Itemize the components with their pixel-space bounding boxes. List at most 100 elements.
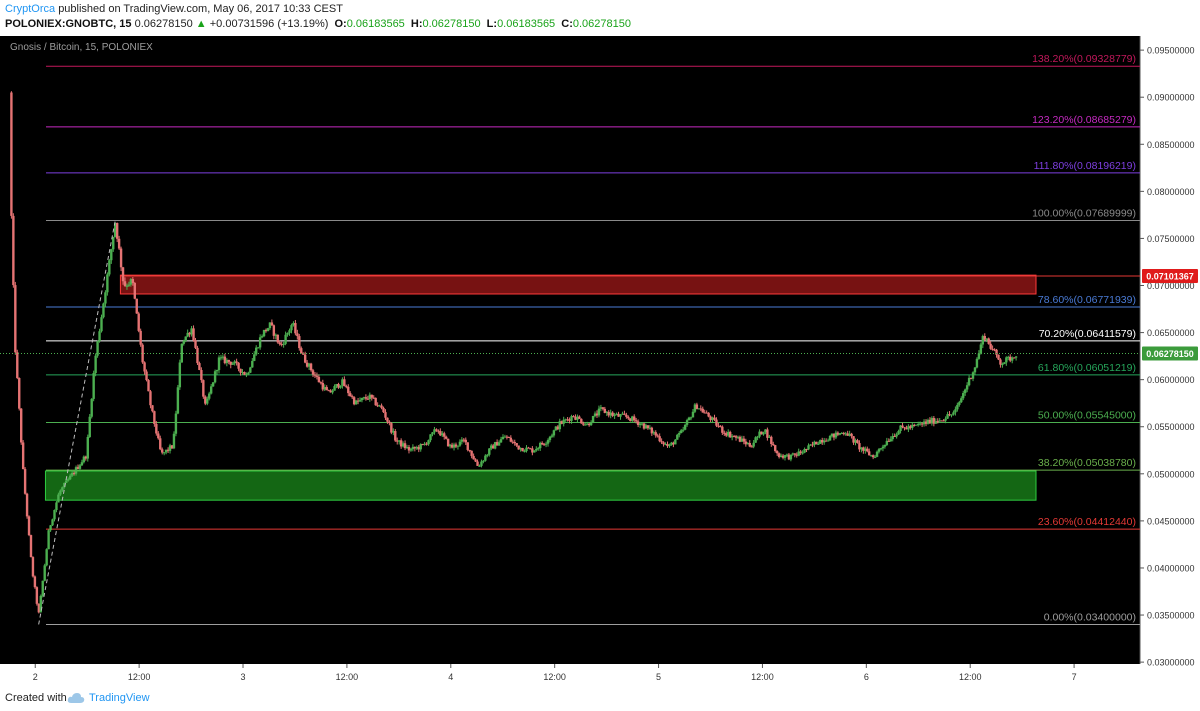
candle-body	[431, 432, 434, 435]
candle-body	[425, 443, 428, 445]
candle-body	[415, 447, 419, 449]
tradingview-brand[interactable]: TradingView	[89, 692, 150, 704]
fib-label: 138.20%(0.09328779)	[1032, 53, 1136, 65]
candle-body	[948, 414, 951, 416]
candle-body	[783, 455, 787, 458]
publish-info: CryptOrca published on TradingView.com, …	[5, 3, 343, 15]
candle-body	[550, 435, 554, 437]
candle-body	[476, 461, 479, 466]
last-price-badge	[1142, 346, 1198, 361]
candle-body	[648, 427, 652, 429]
author-link[interactable]: CryptOrca	[5, 3, 56, 15]
candle-body	[249, 367, 252, 373]
candle-body	[666, 443, 669, 447]
candle-body	[958, 402, 961, 405]
candle-body	[311, 370, 315, 375]
candle-body	[31, 557, 35, 577]
candle-body	[1010, 357, 1014, 361]
candle-body	[378, 405, 381, 407]
candle-body	[824, 440, 828, 442]
candle-body	[18, 378, 21, 409]
candle-body	[928, 419, 932, 424]
candle-body	[462, 439, 466, 441]
candle-body	[969, 377, 973, 379]
candle-body	[983, 336, 986, 340]
candle-body	[952, 412, 955, 415]
candle-body	[435, 429, 438, 431]
candle-body	[194, 340, 197, 348]
resistance-zone[interactable]	[119, 274, 1037, 295]
candle-body	[866, 448, 869, 452]
candle-body	[658, 436, 661, 442]
candle-body	[174, 413, 178, 434]
candle-body	[817, 443, 820, 445]
candle-body	[284, 334, 287, 344]
candle-body	[296, 333, 299, 337]
candle-body	[840, 433, 844, 435]
candle-body	[897, 430, 900, 435]
last-price-text: 0.06278150	[134, 18, 193, 30]
candle-body	[797, 451, 800, 456]
candle-body	[764, 429, 767, 433]
resistance-price-badge	[1142, 268, 1198, 283]
candle-body	[593, 413, 597, 416]
candle-body	[121, 267, 125, 282]
candle-body	[178, 362, 182, 388]
candle-body	[856, 440, 859, 444]
candle-body	[417, 447, 420, 450]
fib-label: 70.20%(0.06411579)	[1039, 328, 1136, 340]
candle-body	[213, 371, 217, 383]
candle-body	[219, 357, 223, 359]
candle-body	[354, 400, 358, 405]
candle-body	[922, 421, 926, 425]
candle-body	[331, 390, 334, 393]
candle-body	[35, 587, 39, 604]
candle-body	[21, 442, 25, 470]
candle-body	[934, 421, 938, 424]
price-chart[interactable]: Gnosis / Bitcoin, 15, POLONIEX 138.20%(0…	[0, 36, 1200, 686]
support-zone[interactable]	[44, 470, 1037, 501]
candle-body	[12, 215, 15, 286]
price-axis[interactable]	[1140, 36, 1200, 686]
time-axis[interactable]	[0, 664, 1140, 686]
candle-body	[266, 328, 270, 332]
candle-body	[740, 438, 744, 442]
candle-body	[68, 475, 72, 480]
candle-body	[586, 423, 589, 425]
candle-body	[652, 432, 655, 434]
candle-body	[59, 490, 62, 495]
candle-body	[603, 408, 607, 413]
candle-body	[748, 443, 751, 447]
candle-body	[533, 450, 536, 453]
candle-body	[554, 426, 558, 431]
candle-body	[758, 431, 761, 437]
candle-body	[229, 361, 232, 365]
fib-label: 111.80%(0.08196219)	[1034, 160, 1136, 172]
candle-body	[39, 595, 42, 613]
time-tick-label: 4	[448, 672, 453, 682]
candle-body	[615, 413, 618, 415]
candle-body	[868, 451, 871, 456]
chart-header: CryptOrca published on TradingView.com, …	[0, 0, 1200, 36]
candle-body	[47, 530, 50, 550]
candle-body	[112, 236, 115, 250]
candle-body	[822, 440, 826, 443]
candle-body	[701, 408, 704, 413]
candle-body	[486, 454, 489, 456]
candle-body	[519, 447, 522, 450]
candle-body	[80, 462, 84, 466]
candle-body	[799, 451, 802, 453]
candle-body	[470, 450, 473, 456]
created-with-text: Created with	[5, 692, 67, 704]
candle-body	[1005, 357, 1008, 363]
candle-body	[433, 429, 436, 433]
candle-body	[76, 467, 80, 469]
candle-body	[200, 369, 203, 381]
candle-body	[100, 317, 103, 332]
candle-body	[662, 442, 665, 445]
candle-body	[384, 412, 387, 418]
high-value: 0.06278150	[422, 18, 481, 30]
plot-area[interactable]	[0, 36, 1140, 664]
candle-body	[809, 444, 812, 446]
candle-body	[656, 435, 659, 437]
